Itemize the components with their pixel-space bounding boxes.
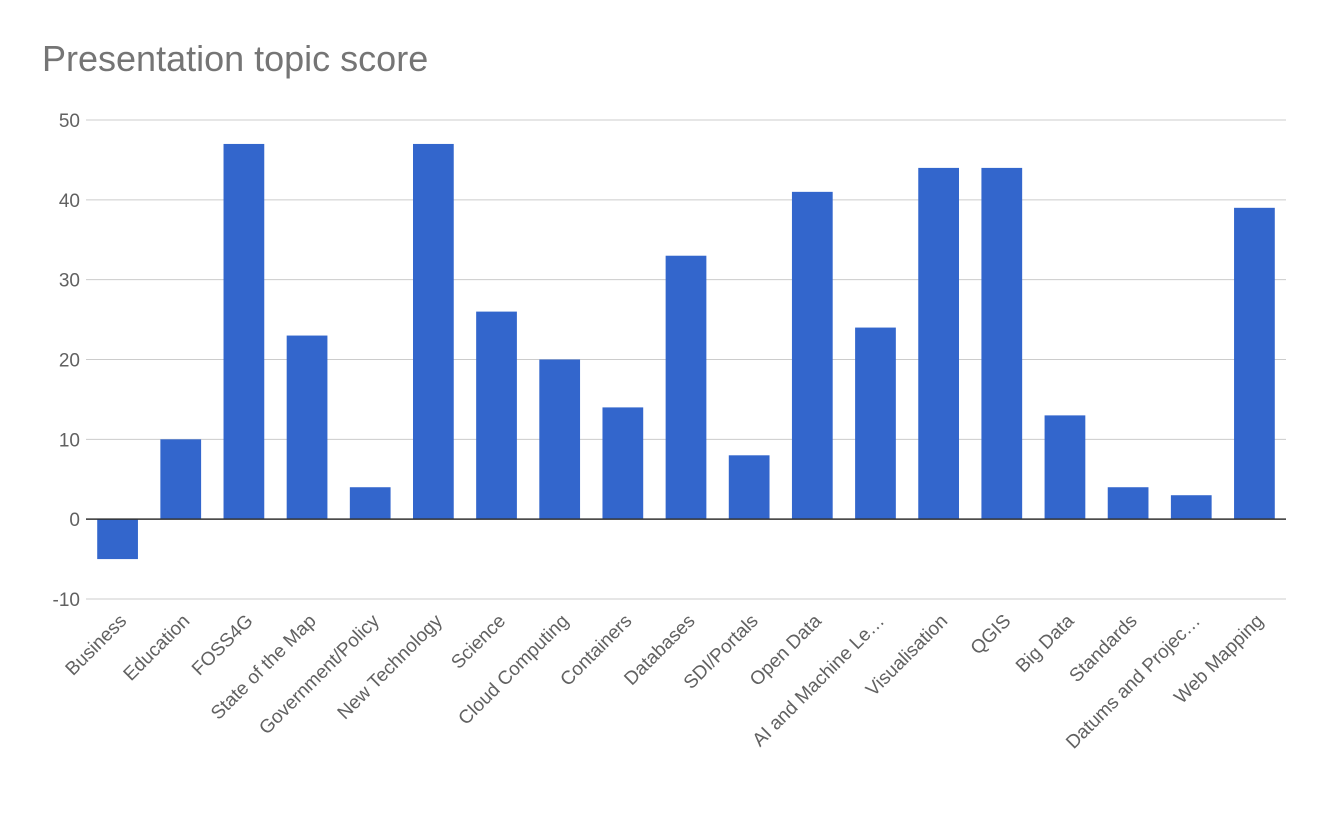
bar bbox=[602, 407, 644, 520]
bars bbox=[97, 143, 1275, 560]
bar bbox=[476, 311, 517, 520]
bar bbox=[1234, 207, 1275, 520]
y-tick-label: -10 bbox=[53, 590, 80, 611]
x-category-label: QGIS bbox=[967, 611, 1015, 659]
bar bbox=[665, 255, 707, 520]
bar bbox=[97, 519, 138, 560]
bar bbox=[981, 167, 1023, 520]
x-category-label: Science bbox=[447, 611, 510, 674]
bar bbox=[1170, 495, 1212, 520]
bar bbox=[223, 143, 265, 520]
x-category-label: Cloud Computing bbox=[455, 611, 574, 730]
bar bbox=[349, 487, 391, 520]
y-tick-label: 10 bbox=[59, 430, 80, 451]
y-tick-label: 40 bbox=[59, 191, 80, 212]
bar bbox=[791, 191, 833, 520]
bar bbox=[728, 455, 770, 520]
y-axis-ticks: -10 0 10 20 30 40 50 bbox=[53, 111, 80, 611]
bar bbox=[160, 439, 202, 520]
y-tick-label: 20 bbox=[59, 351, 80, 372]
x-category-label: Education bbox=[120, 611, 195, 686]
y-tick-label: 30 bbox=[59, 271, 80, 292]
bar bbox=[855, 327, 896, 520]
x-category-label: New Technology bbox=[334, 610, 448, 724]
y-tick-label: 50 bbox=[59, 111, 80, 132]
y-tick-label: 0 bbox=[69, 510, 80, 531]
chart-title: Presentation topic score bbox=[42, 38, 429, 79]
bar bbox=[539, 359, 581, 520]
bar bbox=[918, 167, 959, 520]
x-category-label: Big Data bbox=[1012, 610, 1079, 677]
x-category-label: State of the Map bbox=[207, 611, 320, 724]
x-category-label: Government/Policy bbox=[255, 610, 384, 739]
bar bbox=[1044, 415, 1086, 520]
bar bbox=[413, 143, 454, 520]
bar bbox=[286, 335, 328, 520]
bar bbox=[1107, 487, 1149, 520]
